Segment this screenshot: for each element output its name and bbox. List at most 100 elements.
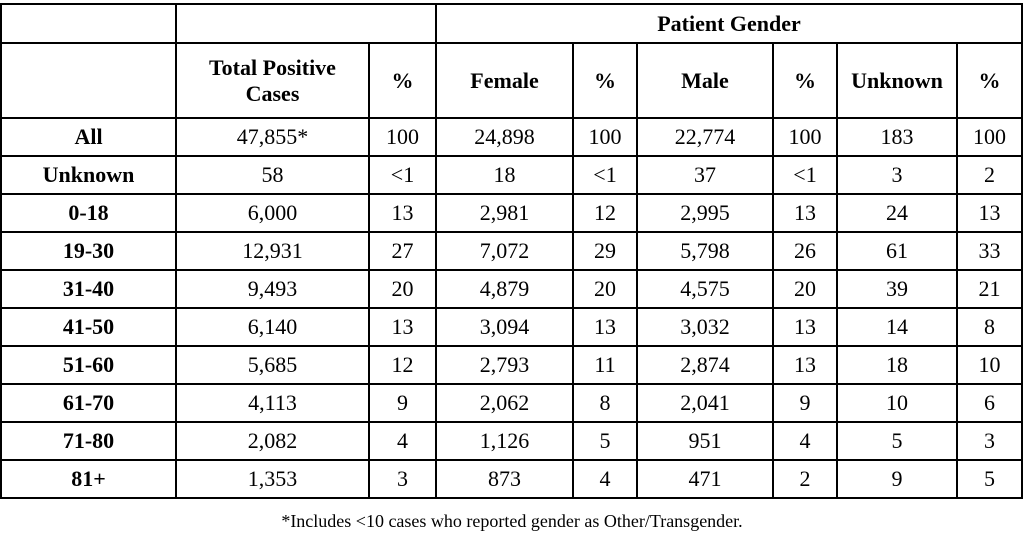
table-cell: 13 xyxy=(772,345,838,385)
table-row: 71-80 2,082 4 1,126 5 951 4 5 3 xyxy=(0,421,1023,461)
table-cell: 2,981 xyxy=(435,193,574,233)
table-cell: 26 xyxy=(772,231,838,271)
table-cell: 471 xyxy=(636,459,774,499)
row-label: All xyxy=(0,117,177,157)
corner-cell xyxy=(0,3,177,44)
table-cell: 3,032 xyxy=(636,307,774,347)
table-cell: 2,995 xyxy=(636,193,774,233)
table-row: 81+ 1,353 3 873 4 471 2 9 5 xyxy=(0,459,1023,499)
table-row: 31-40 9,493 20 4,879 20 4,575 20 39 21 xyxy=(0,269,1023,309)
table-row: 41-50 6,140 13 3,094 13 3,032 13 14 8 xyxy=(0,307,1023,347)
col-header-female-pct: % xyxy=(572,42,638,119)
table-cell: 2,874 xyxy=(636,345,774,385)
row-label: 19-30 xyxy=(0,231,177,271)
col-header-male: Male xyxy=(636,42,774,119)
table-cell: 4 xyxy=(368,421,437,461)
table-cell: 7,072 xyxy=(435,231,574,271)
table-cell: 3 xyxy=(368,459,437,499)
table-cell: 20 xyxy=(572,269,638,309)
cases-table: Patient Gender Total Positive Cases % Fe… xyxy=(0,3,1023,499)
table-cell: 5 xyxy=(836,421,958,461)
table-cell: 9 xyxy=(368,383,437,423)
table-cell: 13 xyxy=(368,307,437,347)
row-label: 61-70 xyxy=(0,383,177,423)
table-cell: 3 xyxy=(836,155,958,195)
table-cell: 5 xyxy=(572,421,638,461)
table-cell: 13 xyxy=(572,307,638,347)
table-cell: 4 xyxy=(772,421,838,461)
row-label: 31-40 xyxy=(0,269,177,309)
table-cell: 9,493 xyxy=(175,269,370,309)
table-cell: 33 xyxy=(956,231,1023,271)
row-label: 51-60 xyxy=(0,345,177,385)
table-cell: 951 xyxy=(636,421,774,461)
table-cell: 12,931 xyxy=(175,231,370,271)
table-cell: 100 xyxy=(772,117,838,157)
table-cell: 2,082 xyxy=(175,421,370,461)
table-cell: 2,062 xyxy=(435,383,574,423)
table-cell: 4,575 xyxy=(636,269,774,309)
table-cell: 873 xyxy=(435,459,574,499)
table-cell: 27 xyxy=(368,231,437,271)
table-cell: 1,126 xyxy=(435,421,574,461)
table-cell: 5 xyxy=(956,459,1023,499)
row-label: 71-80 xyxy=(0,421,177,461)
table-cell: 13 xyxy=(772,307,838,347)
col-header-unknown-pct: % xyxy=(956,42,1023,119)
table-row: 0-18 6,000 13 2,981 12 2,995 13 24 13 xyxy=(0,193,1023,233)
table-cell: 10 xyxy=(956,345,1023,385)
table-cell: 4,113 xyxy=(175,383,370,423)
table-cell: 8 xyxy=(956,307,1023,347)
table-cell: 12 xyxy=(572,193,638,233)
table-row: Unknown 58 <1 18 <1 37 <1 3 2 xyxy=(0,155,1023,195)
row-label: 41-50 xyxy=(0,307,177,347)
table-cell: 5,685 xyxy=(175,345,370,385)
table-cell: 13 xyxy=(772,193,838,233)
table-cell: 4 xyxy=(572,459,638,499)
table-cell: 2,793 xyxy=(435,345,574,385)
table-cell: 13 xyxy=(956,193,1023,233)
col-header-unknown: Unknown xyxy=(836,42,958,119)
table-cell: 4,879 xyxy=(435,269,574,309)
table-cell: 37 xyxy=(636,155,774,195)
corner-cell-2 xyxy=(0,42,177,119)
table-cell: 100 xyxy=(572,117,638,157)
row-label: 81+ xyxy=(0,459,177,499)
table-cell: 13 xyxy=(368,193,437,233)
col-header-total: Total Positive Cases xyxy=(175,42,370,119)
table-cell: 21 xyxy=(956,269,1023,309)
table-cell: 47,855* xyxy=(175,117,370,157)
table-cell: 6,000 xyxy=(175,193,370,233)
table-cell: 24,898 xyxy=(435,117,574,157)
table-cell: 14 xyxy=(836,307,958,347)
table-cell: 61 xyxy=(836,231,958,271)
table-cell: <1 xyxy=(368,155,437,195)
table-cell: 12 xyxy=(368,345,437,385)
table-cell: 6 xyxy=(956,383,1023,423)
table-row: 19-30 12,931 27 7,072 29 5,798 26 61 33 xyxy=(0,231,1023,271)
table-cell: 29 xyxy=(572,231,638,271)
table-cell: 18 xyxy=(435,155,574,195)
table-row: 61-70 4,113 9 2,062 8 2,041 9 10 6 xyxy=(0,383,1023,423)
table-cell: 3,094 xyxy=(435,307,574,347)
title-row: Patient Gender xyxy=(0,3,1023,44)
col-header-female: Female xyxy=(435,42,574,119)
table-cell: 1,353 xyxy=(175,459,370,499)
table-cell: 3 xyxy=(956,421,1023,461)
table-cell: 9 xyxy=(836,459,958,499)
table-cell: 11 xyxy=(572,345,638,385)
table-cell: 10 xyxy=(836,383,958,423)
table-cell: <1 xyxy=(772,155,838,195)
table-row: All 47,855* 100 24,898 100 22,774 100 183 100 xyxy=(0,117,1023,157)
row-label: 0-18 xyxy=(0,193,177,233)
table-cell: 5,798 xyxy=(636,231,774,271)
table-cell: 20 xyxy=(368,269,437,309)
col-header-total-pct: % xyxy=(368,42,437,119)
table-cell: 2,041 xyxy=(636,383,774,423)
table-cell: 100 xyxy=(368,117,437,157)
table-cell: 39 xyxy=(836,269,958,309)
table-cell: 24 xyxy=(836,193,958,233)
table-cell: 2 xyxy=(772,459,838,499)
table-cell: 2 xyxy=(956,155,1023,195)
table-cell: 9 xyxy=(772,383,838,423)
